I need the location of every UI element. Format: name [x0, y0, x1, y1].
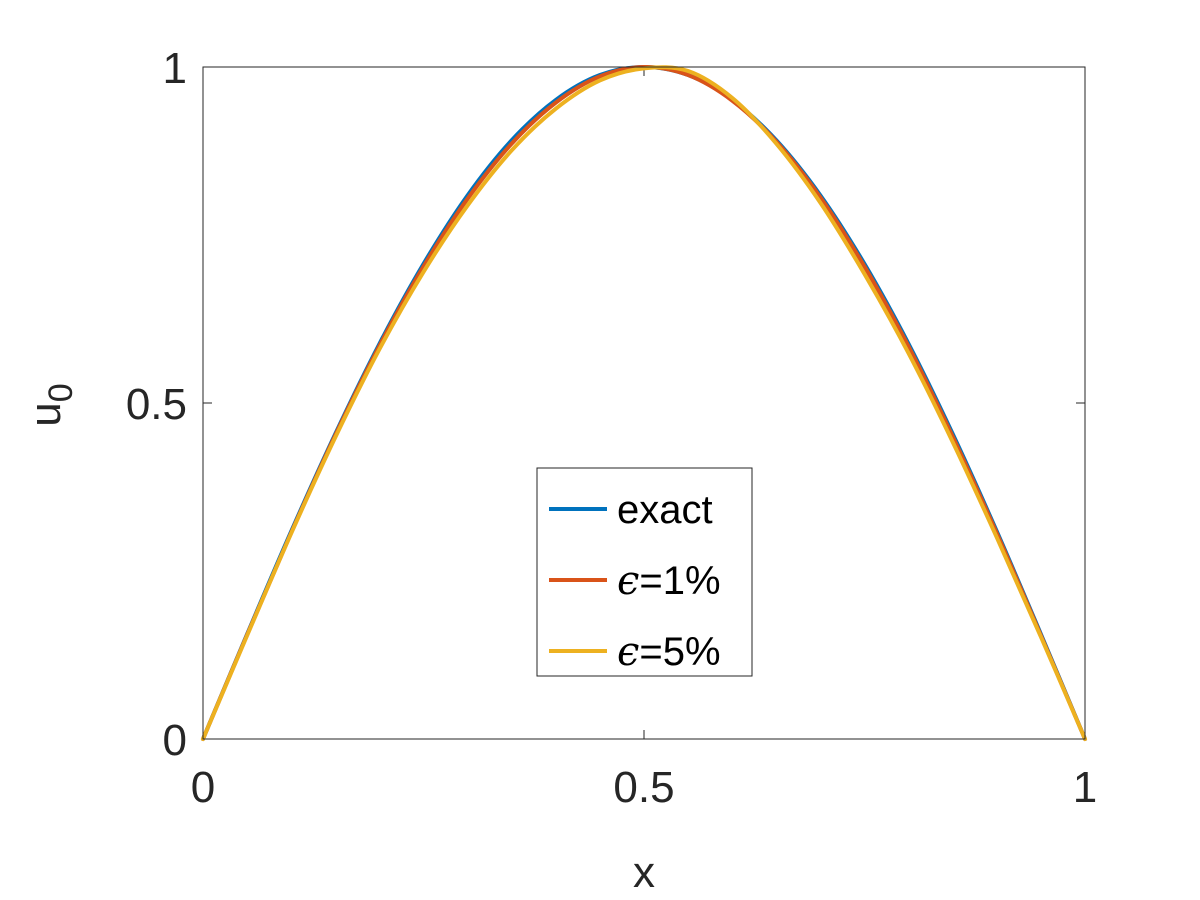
- legend-label-symbol: ϵ: [617, 558, 639, 604]
- plot-frame: [202, 66, 1086, 740]
- legend-label: exact: [617, 488, 713, 532]
- y-tick-label: 0.5: [126, 380, 187, 429]
- tick-labels: 0 0.5 1 0 0.5 1: [126, 44, 1097, 812]
- legend-label: ϵ=5%: [617, 629, 721, 675]
- y-tick-label: 0: [163, 716, 187, 765]
- legend-label-symbol: ϵ: [617, 629, 639, 675]
- y-axis-title: u0: [21, 383, 80, 426]
- x-axis-title: x: [633, 848, 655, 897]
- y-axis-title-base: u: [21, 402, 70, 426]
- x-tick-label: 0.5: [613, 763, 674, 812]
- legend-label-text: =5%: [639, 630, 720, 674]
- x-tick-label: 0: [191, 763, 215, 812]
- y-tick-label: 1: [163, 44, 187, 93]
- series-line-3: [201, 65, 1087, 741]
- legend-label-text: =1%: [639, 559, 720, 603]
- y-axis-title-subscript: 0: [42, 383, 80, 402]
- legend-label: ϵ=1%: [617, 558, 721, 604]
- legend-label-text: exact: [617, 488, 713, 532]
- legend-box: [536, 467, 753, 677]
- x-tick-label: 1: [1073, 763, 1097, 812]
